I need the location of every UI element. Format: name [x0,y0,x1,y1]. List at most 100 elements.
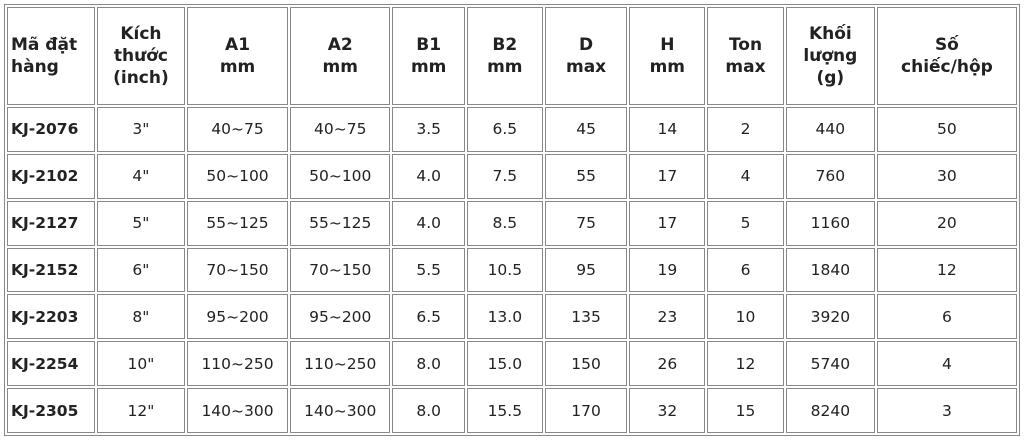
header-row: Mã đặt hàng Kích thước (inch) A1 mm A2 mm B1 mm B2 m… [7,7,1017,105]
header-text: Khối [808,24,852,44]
cell: 13.0 [466,294,543,340]
cell: 140~300 [186,388,289,433]
cell: 3.5 [392,107,465,152]
cell: 15 [707,388,784,433]
header-text: Kích [120,24,162,44]
header-text: Ton [728,35,763,55]
cell: 4.0 [392,153,465,199]
table-body: KJ-2076 3" 40~75 40~75 3.5 6.5 45 14 2 440 50 KJ-21… [7,107,1017,433]
cell: 6.5 [466,107,543,152]
cell: 14 [629,107,706,152]
spec-table: Mã đặt hàng Kích thước (inch) A1 mm A2 mm B1 mm B2 m… [4,4,1020,436]
cell: 4" [96,153,185,199]
cell: 760 [785,153,875,199]
cell: 45 [544,107,628,152]
header-text: max [565,57,607,77]
header-cell: Ton max [707,7,784,105]
cell: 20 [876,200,1017,246]
cell: 4 [707,153,784,199]
header-text: B1 [416,35,442,55]
cell: 3920 [785,294,875,340]
cell: 75 [544,200,628,246]
cell: 8" [96,294,185,340]
cell: 55~125 [290,200,391,246]
table-row: KJ-2152 6" 70~150 70~150 5.5 10.5 95 19 6 1840 12 [7,247,1017,293]
cell: 19 [629,247,706,293]
table-row: KJ-2254 10" 110~250 110~250 8.0 15.0 150 26 12 57… [7,341,1017,387]
table-row: KJ-2102 4" 50~100 50~100 4.0 7.5 55 17 4 760 30 [7,153,1017,199]
table-row: KJ-2076 3" 40~75 40~75 3.5 6.5 45 14 2 440 50 [7,107,1017,152]
product-code: KJ-2102 [7,153,95,199]
cell: 40~75 [186,107,289,152]
cell: 30 [876,153,1017,199]
header-cell: Khối lượng (g) [785,7,875,105]
cell: 70~150 [186,247,289,293]
cell: 10.5 [466,247,543,293]
cell: 1160 [785,200,875,246]
cell: 50~100 [186,153,289,199]
cell: 12 [707,341,784,387]
cell: 10" [96,341,185,387]
cell: 5740 [785,341,875,387]
header-text: mm [649,57,686,77]
header-text: D [579,35,594,55]
header-text: lượng [803,46,858,66]
cell: 5 [707,200,784,246]
cell: 8.0 [392,341,465,387]
cell: 8240 [785,388,875,433]
header-text: Mã đặt [11,35,78,55]
header-text: mm [410,57,447,77]
cell: 12" [96,388,185,433]
header-text: A1 [225,35,251,55]
cell: 23 [629,294,706,340]
cell: 8.5 [466,200,543,246]
cell: 1840 [785,247,875,293]
cell: 7.5 [466,153,543,199]
cell: 40~75 [290,107,391,152]
cell: 50~100 [290,153,391,199]
cell: 4.0 [392,200,465,246]
cell: 8.0 [392,388,465,433]
cell: 26 [629,341,706,387]
header-text: mm [219,57,256,77]
header-cell: Mã đặt hàng [7,7,95,105]
header-text: Số [934,35,959,55]
header-text: mm [487,57,523,77]
cell: 440 [785,107,875,152]
header-text: H [660,35,675,55]
product-code: KJ-2254 [7,341,95,387]
header-text: hàng [11,57,59,77]
product-code: KJ-2305 [7,388,95,433]
header-cell: B1 mm [392,7,465,105]
cell: 55~125 [186,200,289,246]
cell: 6" [96,247,185,293]
cell: 17 [629,200,706,246]
header-text: thước [113,46,168,66]
product-code: KJ-2152 [7,247,95,293]
cell: 95~200 [186,294,289,340]
header-text: max [725,57,766,77]
header-text: A2 [327,35,353,55]
cell: 10 [707,294,784,340]
cell: 32 [629,388,706,433]
cell: 3" [96,107,185,152]
cell: 6.5 [392,294,465,340]
table-row: KJ-2127 5" 55~125 55~125 4.0 8.5 75 17 5 1160 20 [7,200,1017,246]
cell: 70~150 [290,247,391,293]
header-cell: B2 mm [466,7,543,105]
cell: 6 [707,247,784,293]
cell: 110~250 [186,341,289,387]
cell: 3 [876,388,1017,433]
cell: 15.5 [466,388,543,433]
cell: 170 [544,388,628,433]
cell: 95~200 [290,294,391,340]
header-text: (g) [816,68,845,88]
product-code: KJ-2203 [7,294,95,340]
cell: 17 [629,153,706,199]
table-header: Mã đặt hàng Kích thước (inch) A1 mm A2 mm B1 mm B2 m… [7,7,1017,105]
header-text: mm [322,57,358,77]
cell: 110~250 [290,341,391,387]
header-cell: A1 mm [186,7,289,105]
cell: 12 [876,247,1017,293]
